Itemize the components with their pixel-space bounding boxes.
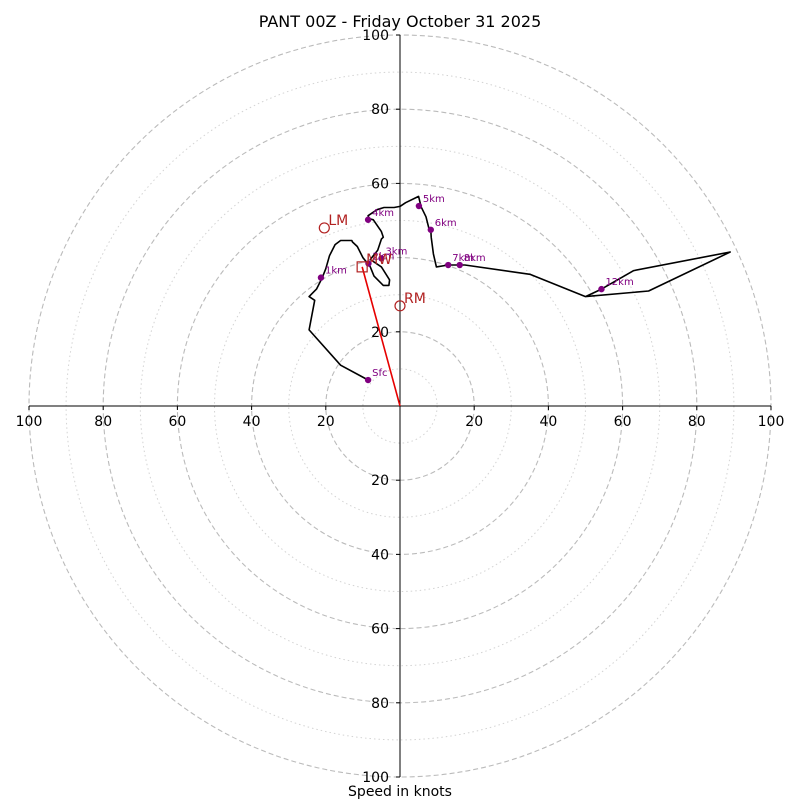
storm-rm-symbol [394,300,406,312]
hodograph-trace [308,195,732,381]
x-tick-label-0: 100 [16,414,43,430]
x-axis-label: Speed in knots [348,784,452,800]
storm-mw-label: MW [366,252,392,268]
marker-6km [427,226,434,233]
x-tick-label-9: 100 [758,414,785,430]
x-tick-label-7: 60 [614,414,632,430]
marker-label-6km: 6km [435,218,457,229]
marker-7km [445,261,452,269]
x-tick-label-6: 40 [539,414,557,430]
marker-sfc [364,376,372,384]
marker-label-1km: 1km [325,266,347,277]
marker-label-12km: 12km [605,277,633,288]
marker-label-8km: 8km [464,253,486,264]
marker-5km [415,202,423,210]
marker-4km [364,216,372,223]
marker-label-sfc: Sfc [372,368,387,379]
marker-12km [598,285,605,293]
x-tick-label-2: 60 [168,414,186,430]
chart-title: PANT 00Z - Friday October 31 2025 [259,12,542,31]
x-tick-label-1: 80 [94,414,112,430]
storm-rm-label: RM [404,291,426,307]
marker-label-5km: 5km [423,194,445,205]
marker-label-4km: 4km [372,208,394,219]
storm-mw-symbol [356,261,368,273]
y-tick-label-5: 40 [371,547,389,563]
y-tick-label-6: 60 [371,622,389,638]
marker-label-3km: 3km [385,246,407,257]
x-tick-label-8: 80 [688,414,706,430]
y-tick-label-4: 20 [371,473,389,489]
tick-labels: 1008060402020406080100100806020204060801… [16,28,785,786]
marker-label-7km: 7km [452,253,474,264]
y-tick-label-8: 100 [362,770,389,786]
y-tick-label-7: 80 [371,696,389,712]
height-markers: Sfc1km2km3km4km5km6km7km8km12km [317,194,634,384]
shear-vector-line [361,266,401,407]
x-tick-label-3: 40 [243,414,261,430]
marker-8km [456,261,463,269]
hodograph-line [308,195,732,381]
shear-vectors [361,266,401,407]
marker-1km [317,274,325,281]
marker-3km [378,255,385,262]
y-tick-label-0: 100 [362,28,389,44]
storm-motion-markers: LM RM MW [318,213,426,312]
y-tick-label-1: 80 [371,102,389,118]
y-tick-label-2: 60 [371,176,389,192]
x-tick-label-5: 20 [465,414,483,430]
storm-lm-label: LM [328,213,348,229]
x-tick-label-4: 20 [317,414,335,430]
storm-lm-symbol [318,222,330,234]
